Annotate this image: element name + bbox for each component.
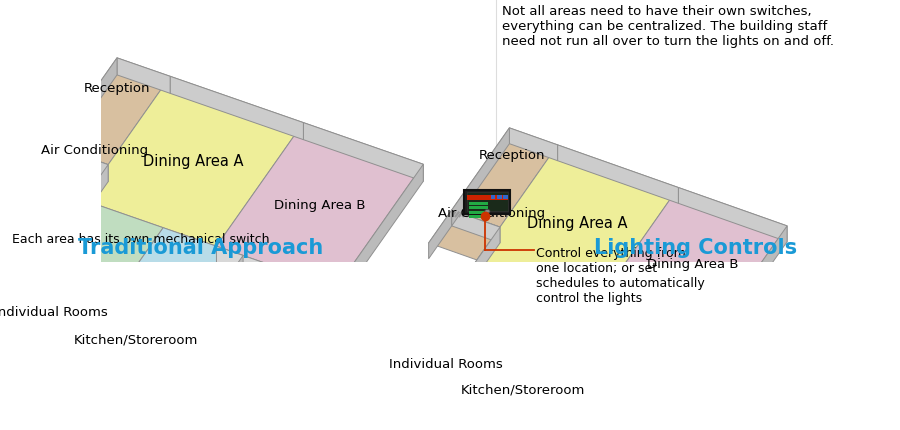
Polygon shape	[706, 226, 788, 357]
Polygon shape	[419, 260, 549, 368]
Text: Dining Area B: Dining Area B	[646, 258, 738, 271]
Polygon shape	[598, 303, 706, 357]
Polygon shape	[558, 145, 679, 203]
Bar	[102, 306, 110, 311]
Polygon shape	[303, 123, 423, 181]
Polygon shape	[452, 210, 500, 243]
Polygon shape	[22, 288, 101, 333]
Polygon shape	[55, 146, 108, 182]
Text: Individual Rooms: Individual Rooms	[389, 358, 502, 371]
Polygon shape	[428, 210, 452, 259]
Bar	[469, 206, 489, 209]
Polygon shape	[598, 187, 788, 341]
Polygon shape	[101, 228, 243, 344]
Text: Dining Area A: Dining Area A	[143, 154, 244, 169]
Circle shape	[485, 209, 490, 213]
Polygon shape	[117, 58, 170, 93]
Bar	[503, 196, 508, 199]
Polygon shape	[84, 77, 303, 246]
Text: Air Conditioning: Air Conditioning	[40, 144, 148, 157]
Polygon shape	[428, 210, 500, 260]
Polygon shape	[477, 145, 679, 303]
Polygon shape	[22, 165, 108, 305]
Polygon shape	[55, 58, 170, 165]
Bar	[467, 195, 508, 200]
Polygon shape	[491, 286, 622, 393]
Polygon shape	[419, 342, 491, 384]
Text: Dining Area A: Dining Area A	[527, 216, 628, 231]
Text: Kitchen/Storeroom: Kitchen/Storeroom	[74, 334, 198, 347]
Bar	[104, 307, 109, 310]
Bar	[30, 281, 35, 285]
Polygon shape	[491, 368, 564, 409]
Ellipse shape	[54, 175, 61, 181]
Text: Dining Area B: Dining Area B	[274, 199, 365, 212]
Bar	[49, 174, 67, 187]
Polygon shape	[55, 58, 117, 163]
Text: Traditional Approach: Traditional Approach	[77, 238, 323, 258]
Bar	[29, 280, 37, 286]
Polygon shape	[30, 146, 108, 200]
Bar	[340, 273, 348, 279]
Text: Reception: Reception	[85, 82, 150, 95]
Polygon shape	[419, 227, 500, 358]
Polygon shape	[564, 311, 622, 409]
Bar	[469, 215, 489, 218]
Text: Kitchen/Storeroom: Kitchen/Storeroom	[461, 383, 586, 396]
Polygon shape	[22, 200, 163, 316]
Text: Control everything from
one location; or set
schedules to automatically
control : Control everything from one location; or…	[536, 246, 705, 304]
Polygon shape	[509, 128, 558, 161]
Polygon shape	[452, 128, 558, 227]
Polygon shape	[337, 164, 423, 305]
Bar	[45, 169, 77, 196]
Polygon shape	[217, 123, 423, 288]
Bar	[497, 196, 501, 199]
Polygon shape	[30, 146, 55, 199]
Text: Air Conditioning: Air Conditioning	[438, 206, 545, 220]
Polygon shape	[181, 255, 243, 361]
Text: Not all areas need to have their own switches,
everything can be centralized. Th: Not all areas need to have their own swi…	[502, 5, 834, 48]
Bar	[45, 190, 77, 195]
Bar	[342, 274, 346, 278]
Text: Lighting Controls: Lighting Controls	[594, 238, 797, 258]
Circle shape	[35, 164, 88, 201]
Bar	[469, 202, 489, 205]
Text: Reception: Reception	[479, 149, 545, 162]
Text: Individual Rooms: Individual Rooms	[0, 306, 107, 319]
Bar	[467, 192, 508, 211]
Polygon shape	[679, 187, 788, 242]
Text: Each area has its own mechanical switch: Each area has its own mechanical switch	[13, 233, 270, 246]
Polygon shape	[170, 77, 303, 140]
Bar	[464, 190, 510, 214]
Ellipse shape	[52, 175, 64, 186]
Bar	[491, 196, 495, 199]
Polygon shape	[101, 316, 181, 361]
Polygon shape	[217, 246, 337, 305]
Polygon shape	[452, 128, 509, 226]
Bar	[469, 211, 489, 214]
